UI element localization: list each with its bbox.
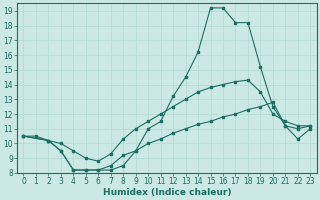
X-axis label: Humidex (Indice chaleur): Humidex (Indice chaleur) — [103, 188, 231, 197]
